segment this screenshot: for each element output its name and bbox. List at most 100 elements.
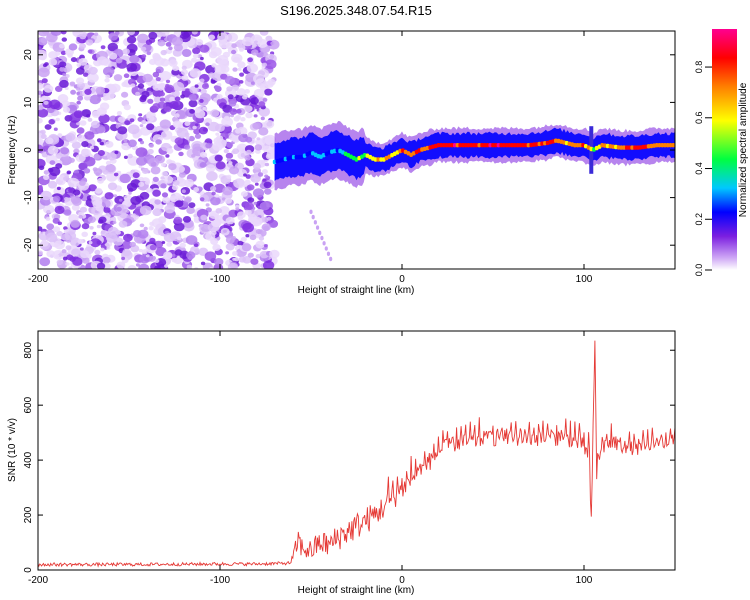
noise-blob	[123, 138, 128, 143]
noise-blob	[70, 57, 77, 63]
noise-blob	[146, 114, 155, 122]
noise-blob	[211, 63, 217, 68]
noise-blob	[47, 145, 59, 155]
noise-blob	[205, 142, 212, 149]
noise-blob	[126, 62, 138, 72]
noise-blob	[176, 127, 189, 138]
signal-cell	[480, 143, 484, 148]
noise-blob	[113, 194, 118, 198]
noise-blob	[214, 154, 223, 162]
noise-blob	[236, 88, 246, 96]
noise-blob	[96, 224, 101, 229]
signal-cell	[458, 143, 462, 148]
noise-blob	[159, 119, 171, 129]
noise-blob	[46, 223, 55, 230]
noise-blob	[135, 263, 140, 267]
noise-blob	[139, 205, 152, 216]
noise-blob	[208, 34, 215, 41]
noise-blob	[49, 99, 61, 110]
noise-blob	[270, 143, 275, 148]
noise-blob	[141, 54, 147, 59]
signal-cell	[499, 143, 503, 148]
noise-blob	[253, 114, 258, 118]
noise-blob	[138, 113, 143, 117]
signal-cell	[330, 149, 334, 154]
signal-cell	[603, 143, 607, 148]
noise-blob	[100, 45, 106, 50]
noise-blob	[238, 245, 243, 249]
noise-blob	[255, 240, 265, 249]
noise-blob	[215, 132, 220, 136]
noise-blob	[240, 191, 248, 197]
bottom-x-axis: -200 -100 0 100	[28, 331, 593, 586]
noise-blob	[79, 43, 86, 49]
noise-blob	[60, 50, 67, 56]
top-x-tick-label: 100	[576, 274, 593, 285]
noise-blob	[77, 238, 84, 245]
noise-blob	[232, 67, 238, 72]
noise-blob	[236, 211, 246, 219]
noise-blob	[88, 184, 97, 192]
noise-blob	[173, 222, 185, 232]
noise-blob	[202, 83, 209, 90]
noise-blob	[130, 83, 136, 88]
noise-blob	[73, 110, 84, 119]
noise-region	[38, 31, 333, 269]
bottom-x-tick-label: 100	[576, 575, 593, 586]
noise-blob	[71, 141, 81, 149]
noise-blob	[261, 169, 268, 175]
noise-blob	[215, 208, 223, 214]
noise-blob	[225, 217, 235, 225]
noise-blob	[243, 173, 247, 177]
noise-blob	[63, 67, 70, 73]
noise-blob	[38, 31, 50, 37]
colorbar-tick-label: 0.6	[694, 112, 704, 125]
noise-blob	[84, 88, 92, 95]
noise-blob	[96, 240, 102, 245]
noise-blob	[148, 255, 156, 262]
noise-blob	[222, 186, 234, 196]
noise-blob	[200, 214, 208, 221]
noise-blob	[202, 106, 208, 111]
noise-blob	[55, 51, 61, 56]
noise-blob	[209, 157, 215, 162]
signal-cell	[466, 143, 471, 148]
noise-blob	[225, 152, 234, 159]
signal-cell	[439, 143, 443, 148]
noise-blob	[237, 61, 246, 69]
snr-frame	[37, 330, 676, 571]
noise-blob	[176, 178, 187, 187]
noise-blob	[188, 93, 197, 101]
noise-blob	[113, 74, 123, 82]
noise-blob	[126, 35, 137, 44]
noise-blob	[235, 128, 242, 134]
noise-blob	[264, 188, 272, 195]
top-y-tick-label: 10	[23, 96, 34, 108]
noise-blob	[253, 73, 265, 84]
noise-blob	[160, 162, 166, 167]
noise-blob	[249, 234, 257, 241]
noise-blob	[108, 32, 119, 41]
signal-cell	[496, 143, 501, 148]
noise-blob	[200, 56, 204, 61]
signal-cell	[338, 148, 342, 154]
noise-blob	[161, 241, 166, 244]
noise-blob	[311, 214, 315, 220]
noise-blob	[52, 195, 61, 202]
noise-blob	[38, 82, 44, 90]
snr-series	[38, 340, 675, 568]
noise-blob	[105, 141, 114, 148]
noise-blob	[206, 171, 218, 182]
colorbar-label: Normalized spectral amplitude	[738, 82, 749, 217]
noise-blob	[252, 188, 265, 198]
noise-blob	[146, 123, 155, 131]
signal-cell	[543, 141, 547, 146]
noise-blob	[254, 144, 263, 151]
noise-blob	[83, 156, 96, 167]
noise-blob	[59, 66, 66, 72]
signal-cell	[395, 150, 400, 155]
noise-blob	[227, 262, 238, 269]
signal-cell	[485, 143, 490, 148]
signal-cell	[447, 143, 452, 148]
noise-blob	[99, 141, 104, 146]
